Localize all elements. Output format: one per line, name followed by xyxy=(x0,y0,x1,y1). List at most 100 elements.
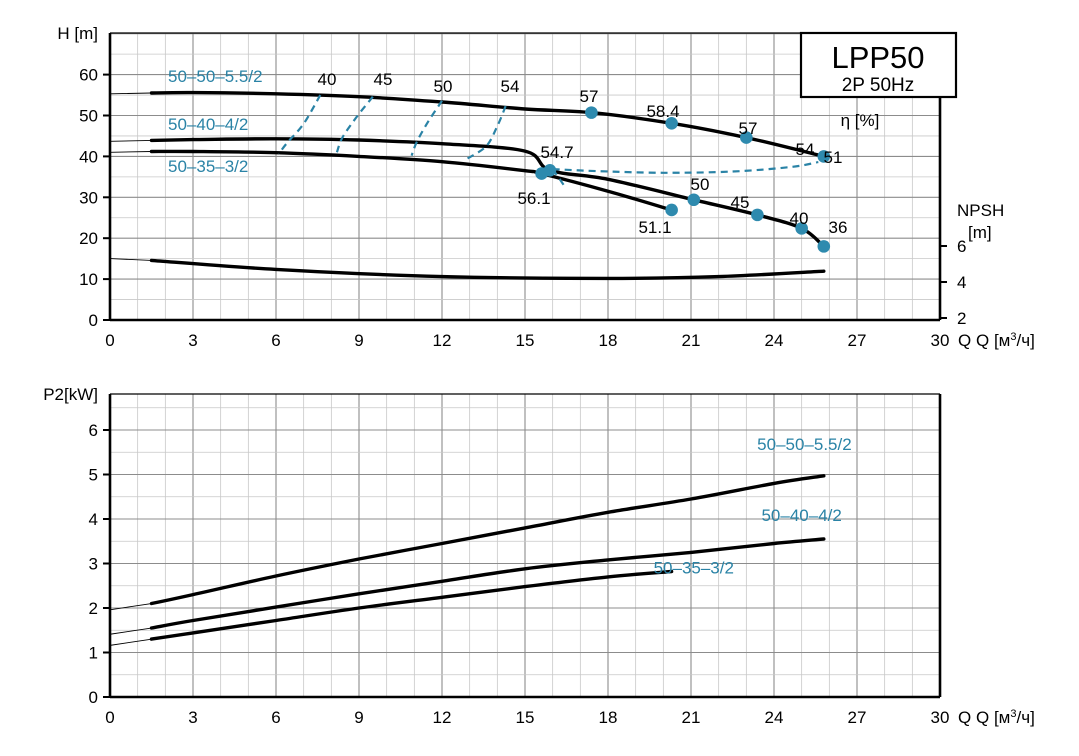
head-curve-50-40-4/2 xyxy=(149,137,826,249)
data-point-label: 57 xyxy=(739,119,758,138)
power-model-label: 50–40–4/2 xyxy=(761,506,841,525)
data-point-marker[interactable] xyxy=(817,150,831,163)
npsh-axis-title: NPSH xyxy=(957,201,1004,220)
y-tick-label-head: 30 xyxy=(79,188,98,207)
data-point-label: 51 xyxy=(824,148,843,167)
data-point-marker[interactable] xyxy=(817,240,831,253)
iso-efficiency-line-5 xyxy=(552,161,819,174)
data-point-marker[interactable] xyxy=(687,193,701,207)
power-curve-leadin-50-50-5.5/2 xyxy=(109,603,152,611)
data-point-label: 36 xyxy=(829,218,848,237)
npsh-tick-label: 2 xyxy=(957,309,966,328)
x-tick-label-head: 18 xyxy=(599,331,618,350)
x-tick-label-power: 30 xyxy=(931,708,950,727)
head-curve-leadin-50-35-3/2 xyxy=(109,151,152,153)
x-tick-label-head: 30 xyxy=(931,331,950,350)
x-tick-label-head: 3 xyxy=(188,331,197,350)
y-tick-label-head: 20 xyxy=(79,229,98,248)
x-tick-label-power: 12 xyxy=(433,708,452,727)
x-tick-label-head: 0 xyxy=(105,331,114,350)
head-curve-50-35-3/2 xyxy=(149,149,674,212)
x-tick-label-power: 18 xyxy=(599,708,618,727)
y-tick-label-power: 5 xyxy=(89,466,98,485)
x-tick-label-power: 21 xyxy=(682,708,701,727)
x-tick-label-power: 27 xyxy=(848,708,867,727)
title-model-name: LPP50 xyxy=(831,40,924,75)
data-point-marker[interactable] xyxy=(535,167,548,180)
power-curve-50-35-3/2 xyxy=(149,569,674,641)
iso-efficiency-label: 54 xyxy=(796,140,815,159)
npsh-tick-label: 4 xyxy=(957,273,966,292)
q-axis-unit-head: Q [м3/ч] xyxy=(976,331,1035,350)
x-tick-label-head: 9 xyxy=(354,331,363,350)
title-model-sub: 2P 50Hz xyxy=(842,75,915,96)
y-tick-label-power: 6 xyxy=(89,421,98,440)
x-tick-label-head: 27 xyxy=(848,331,867,350)
y-tick-label-power: 1 xyxy=(89,644,98,663)
eta-axis-title: η [%] xyxy=(841,111,880,130)
y-tick-label-power: 4 xyxy=(89,510,98,529)
data-point-marker[interactable] xyxy=(585,106,598,119)
power-model-label: 50–50–5.5/2 xyxy=(757,435,852,454)
data-point-label: 50 xyxy=(691,175,710,194)
data-point-label: 45 xyxy=(731,193,750,212)
iso-efficiency-line-2 xyxy=(410,100,443,156)
power-axis-title: P2[kW] xyxy=(43,385,98,404)
y-tick-label-head: 50 xyxy=(79,107,98,126)
x-tick-label-power: 0 xyxy=(105,708,114,727)
y-tick-label-head: 60 xyxy=(79,66,98,85)
npsh-curve xyxy=(149,258,826,281)
x-tick-label-head: 21 xyxy=(682,331,701,350)
head-model-label: 50–50–5.5/2 xyxy=(168,67,263,86)
y-tick-label-power: 2 xyxy=(89,599,98,618)
data-point-label: 57 xyxy=(580,87,599,106)
q-axis-symbol-head: Q xyxy=(958,331,971,350)
npsh-curve-leadin xyxy=(109,258,152,261)
x-tick-label-power: 3 xyxy=(188,708,197,727)
data-point-marker[interactable] xyxy=(665,203,678,217)
x-tick-label-head: 6 xyxy=(271,331,280,350)
data-point-marker[interactable] xyxy=(740,131,753,144)
q-axis-unit-power: Q [м3/ч] xyxy=(976,708,1035,727)
iso-efficiency-label: 50 xyxy=(434,77,453,96)
y-tick-label-power: 0 xyxy=(89,688,98,707)
data-point-marker[interactable] xyxy=(665,116,678,130)
iso-efficiency-label: 40 xyxy=(318,70,337,89)
data-point-label: 51.1 xyxy=(638,218,671,237)
head-curve-50-50-5.5/2 xyxy=(149,90,826,159)
iso-efficiency-label: 45 xyxy=(374,70,393,89)
head-curve-leadin-50-50-5.5/2 xyxy=(109,92,152,95)
x-tick-label-power: 24 xyxy=(765,708,784,727)
iso-efficiency-line-3 xyxy=(466,105,507,160)
power-curve-50-40-4/2 xyxy=(149,537,826,630)
power-curve-50-50-5.5/2 xyxy=(149,474,826,606)
power-model-label: 50–35–3/2 xyxy=(654,558,734,577)
data-point-marker[interactable] xyxy=(795,222,808,235)
npsh-axis-unit: [m] xyxy=(968,223,992,242)
title-box xyxy=(799,31,958,99)
data-point-label: 56.1 xyxy=(517,189,550,208)
head-model-label: 50–35–3/2 xyxy=(168,157,248,176)
data-point-label: 40 xyxy=(790,209,809,228)
data-point-marker[interactable] xyxy=(751,208,764,222)
x-tick-label-power: 15 xyxy=(516,708,535,727)
head-axis-title: H [m] xyxy=(57,24,98,43)
x-tick-label-head: 12 xyxy=(433,331,452,350)
npsh-tick-label: 6 xyxy=(957,237,966,256)
y-tick-label-head: 40 xyxy=(79,147,98,166)
x-tick-label-power: 6 xyxy=(271,708,280,727)
head-curve-leadin-50-40-4/2 xyxy=(109,139,152,142)
x-tick-label-head: 15 xyxy=(516,331,535,350)
power-curve-leadin-50-35-3/2 xyxy=(109,638,152,646)
iso-efficiency-line-0 xyxy=(277,94,322,155)
iso-efficiency-line-1 xyxy=(335,96,374,153)
iso-efficiency-label: 54 xyxy=(501,77,520,96)
x-tick-label-head: 24 xyxy=(765,331,784,350)
power-curve-leadin-50-40-4/2 xyxy=(109,627,152,635)
q-axis-symbol-power: Q xyxy=(958,708,971,727)
y-tick-label-power: 3 xyxy=(89,555,98,574)
data-point-label: 58.4 xyxy=(646,102,679,121)
data-point-label: 54.7 xyxy=(540,143,573,162)
y-tick-label-head: 10 xyxy=(79,270,98,289)
